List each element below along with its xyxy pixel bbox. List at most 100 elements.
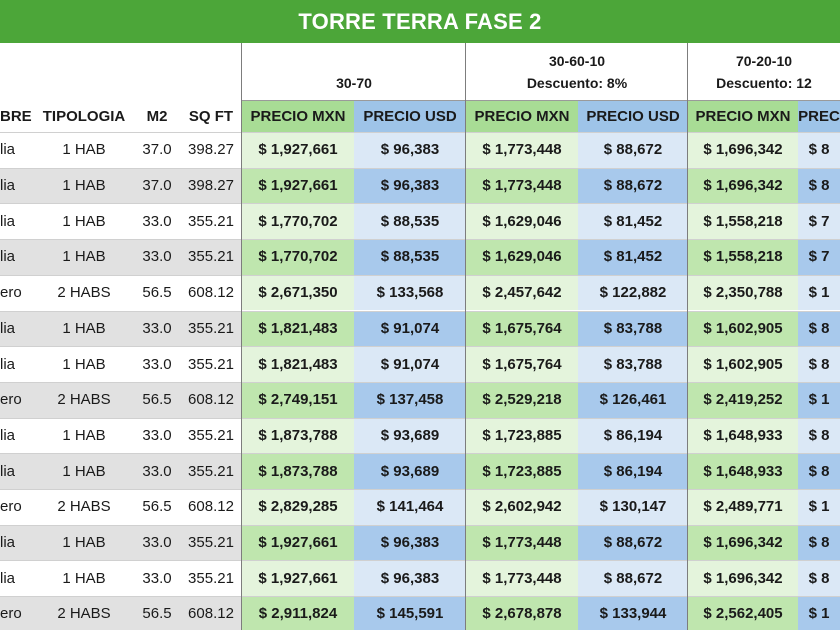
col-precio-usd-70-20-10-header: PREC	[798, 100, 840, 132]
col-m2-cell: 56.5	[134, 381, 180, 418]
col-precio-mxn-30-70-cell: $ 2,911,824	[242, 596, 354, 630]
col-precio-mxn-30-60-10-cell: $ 1,773,448	[466, 560, 578, 597]
col-tipologia-cell: 1 HAB	[34, 239, 134, 275]
row-divider	[0, 132, 840, 133]
col-precio-mxn-30-70-cell: $ 2,749,151	[242, 381, 354, 418]
col-precio-usd-70-20-10-cell: $ 1	[798, 596, 840, 630]
col-m2-cell: 33.0	[134, 417, 180, 454]
col-precio-usd-30-60-10-cell: $ 86,194	[578, 453, 688, 489]
col-precio-usd-70-20-10-cell: $ 7	[798, 203, 840, 240]
row-divider	[0, 489, 840, 490]
col-precio-usd-70-20-10-cell: $ 1	[798, 381, 840, 418]
price-table: 30-70 30-60-10 Descuento: 8% 70-20-10 Descue…	[0, 43, 840, 630]
col-precio-usd-30-60-10-header: PRECIO USD	[578, 100, 688, 132]
discount-label: Descuento: 12	[716, 74, 812, 91]
col-precio-mxn-70-20-10-cell: $ 1,558,218	[688, 203, 798, 240]
payment-plan-name: 30-70	[336, 74, 372, 91]
col-tipologia-cell: 1 HAB	[34, 560, 134, 597]
col-precio-mxn-30-70-cell: $ 1,770,702	[242, 203, 354, 240]
col-nombre-cell: lia	[0, 346, 34, 382]
col-m2-cell: 33.0	[134, 239, 180, 275]
col-precio-mxn-70-20-10-cell: $ 2,419,252	[688, 381, 798, 418]
col-precio-mxn-30-60-10-cell: $ 1,773,448	[466, 167, 578, 204]
payment-plan-name	[352, 50, 356, 72]
col-precio-mxn-30-70-header: PRECIO MXN	[242, 100, 354, 132]
header-divider	[242, 100, 840, 101]
col-precio-usd-30-70-cell: $ 96,383	[354, 560, 466, 597]
col-sqft-cell: 355.21	[180, 239, 242, 275]
col-precio-usd-30-70-cell: $ 96,383	[354, 524, 466, 561]
col-precio-usd-70-20-10-cell: $ 8	[798, 346, 840, 382]
col-sqft-cell: 355.21	[180, 346, 242, 382]
col-precio-usd-30-70-cell: $ 141,464	[354, 489, 466, 525]
col-tipologia-cell: 1 HAB	[34, 346, 134, 382]
col-precio-usd-30-70-header: PRECIO USD	[354, 100, 466, 132]
col-precio-mxn-30-60-10-cell: $ 1,675,764	[466, 310, 578, 347]
col-precio-usd-30-70-cell: $ 133,568	[354, 274, 466, 311]
col-precio-usd-30-60-10-cell: $ 88,672	[578, 560, 688, 597]
col-precio-usd-30-60-10-cell: $ 130,147	[578, 489, 688, 525]
row-divider	[0, 382, 840, 383]
col-nombre-cell: lia	[0, 132, 34, 168]
col-nombre-cell: lia	[0, 524, 34, 561]
col-tipologia-cell: 2 HABS	[34, 381, 134, 418]
col-precio-mxn-30-70-cell: $ 1,927,661	[242, 167, 354, 204]
col-precio-usd-30-70-cell: $ 91,074	[354, 346, 466, 382]
col-precio-mxn-70-20-10-cell: $ 2,350,788	[688, 274, 798, 311]
col-nombre-cell: ero	[0, 274, 34, 311]
col-precio-mxn-30-60-10-cell: $ 2,457,642	[466, 274, 578, 311]
col-nombre-header: BRE	[0, 100, 34, 132]
col-precio-usd-30-60-10-cell: $ 122,882	[578, 274, 688, 311]
col-sqft-cell: 355.21	[180, 560, 242, 597]
col-precio-usd-30-60-10-cell: $ 86,194	[578, 417, 688, 454]
col-precio-usd-30-70-cell: $ 88,535	[354, 203, 466, 240]
col-m2-header: M2	[134, 100, 180, 132]
col-sqft-cell: 398.27	[180, 167, 242, 204]
row-divider	[0, 275, 840, 276]
col-tipologia-header: TIPOLOGIA	[34, 100, 134, 132]
col-precio-usd-30-70-cell: $ 91,074	[354, 310, 466, 347]
col-precio-usd-30-70-cell: $ 88,535	[354, 239, 466, 275]
row-divider	[0, 560, 840, 561]
col-precio-mxn-70-20-10-cell: $ 1,696,342	[688, 560, 798, 597]
col-precio-mxn-30-60-10-cell: $ 2,602,942	[466, 489, 578, 525]
row-divider	[0, 596, 840, 597]
col-precio-mxn-30-70-cell: $ 1,770,702	[242, 239, 354, 275]
payment-plan-header: 70-20-10 Descuento: 12	[688, 43, 840, 100]
row-divider	[0, 525, 840, 526]
col-precio-mxn-70-20-10-cell: $ 1,696,342	[688, 132, 798, 168]
col-tipologia-cell: 1 HAB	[34, 524, 134, 561]
col-nombre-cell: lia	[0, 167, 34, 204]
col-sqft-cell: 355.21	[180, 524, 242, 561]
col-tipologia-cell: 2 HABS	[34, 489, 134, 525]
page-title: TORRE TERRA FASE 2	[0, 0, 840, 43]
col-m2-cell: 33.0	[134, 310, 180, 347]
col-precio-usd-30-60-10-cell: $ 83,788	[578, 346, 688, 382]
col-nombre-cell: ero	[0, 381, 34, 418]
col-precio-mxn-30-70-cell: $ 1,927,661	[242, 560, 354, 597]
col-precio-mxn-30-60-10-cell: $ 1,629,046	[466, 239, 578, 275]
col-precio-mxn-70-20-10-cell: $ 1,558,218	[688, 239, 798, 275]
col-precio-mxn-70-20-10-header: PRECIO MXN	[688, 100, 798, 132]
col-nombre-cell: lia	[0, 239, 34, 275]
col-sqft-cell: 608.12	[180, 596, 242, 630]
col-precio-mxn-30-60-10-cell: $ 1,723,885	[466, 417, 578, 454]
col-precio-mxn-30-70-cell: $ 1,821,483	[242, 310, 354, 347]
row-divider	[0, 239, 840, 240]
col-precio-usd-70-20-10-cell: $ 7	[798, 239, 840, 275]
col-precio-mxn-30-60-10-cell: $ 2,678,878	[466, 596, 578, 630]
payment-plan-name: 70-20-10	[735, 52, 793, 69]
discount-label: Descuento: 8%	[526, 74, 628, 91]
col-precio-mxn-30-70-cell: $ 2,829,285	[242, 489, 354, 525]
col-precio-usd-70-20-10-cell: $ 8	[798, 560, 840, 597]
col-m2-cell: 56.5	[134, 274, 180, 311]
col-precio-usd-30-60-10-cell: $ 88,672	[578, 167, 688, 204]
col-m2-cell: 33.0	[134, 346, 180, 382]
col-precio-mxn-30-60-10-cell: $ 1,629,046	[466, 203, 578, 240]
row-divider	[0, 453, 840, 454]
col-precio-mxn-70-20-10-cell: $ 2,489,771	[688, 489, 798, 525]
col-tipologia-cell: 2 HABS	[34, 596, 134, 630]
col-precio-mxn-30-70-cell: $ 1,873,788	[242, 417, 354, 454]
col-precio-usd-30-70-cell: $ 93,689	[354, 453, 466, 489]
col-precio-mxn-30-70-cell: $ 1,821,483	[242, 346, 354, 382]
